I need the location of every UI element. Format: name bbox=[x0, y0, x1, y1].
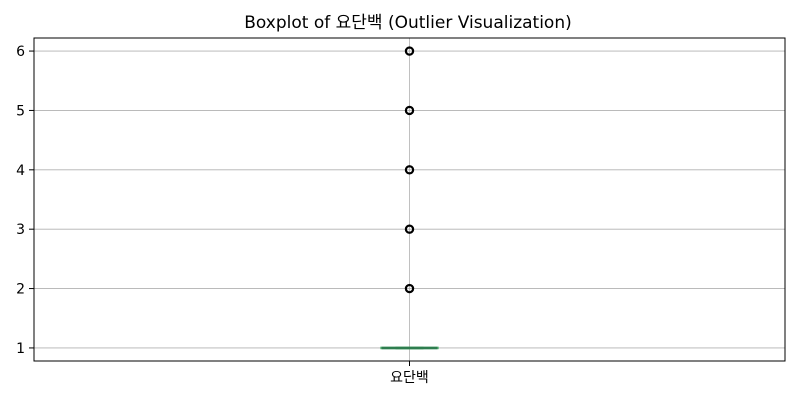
y-tick-label: 4 bbox=[16, 163, 25, 179]
grid bbox=[34, 38, 785, 361]
outlier-point bbox=[404, 224, 415, 234]
y-tick-label: 6 bbox=[16, 44, 25, 60]
y-tick-label: 3 bbox=[16, 222, 25, 238]
outlier-point bbox=[404, 283, 415, 294]
outlier-point bbox=[404, 105, 415, 116]
y-tick-label: 5 bbox=[16, 103, 25, 119]
y-tick-label: 2 bbox=[16, 282, 25, 298]
box-요단백 bbox=[380, 46, 439, 350]
x-tick-label: 요단백 bbox=[390, 370, 429, 386]
y-tick-label: 1 bbox=[16, 341, 25, 357]
plot-frame bbox=[33, 37, 786, 362]
box-layer bbox=[380, 46, 439, 350]
axes: 1 2 3 4 5 6 요단백 bbox=[16, 37, 786, 386]
chart-title: Boxplot of 요단백 (Outlier Visualization) bbox=[244, 13, 571, 33]
outlier-point bbox=[404, 46, 415, 56]
outlier-point bbox=[404, 165, 415, 175]
